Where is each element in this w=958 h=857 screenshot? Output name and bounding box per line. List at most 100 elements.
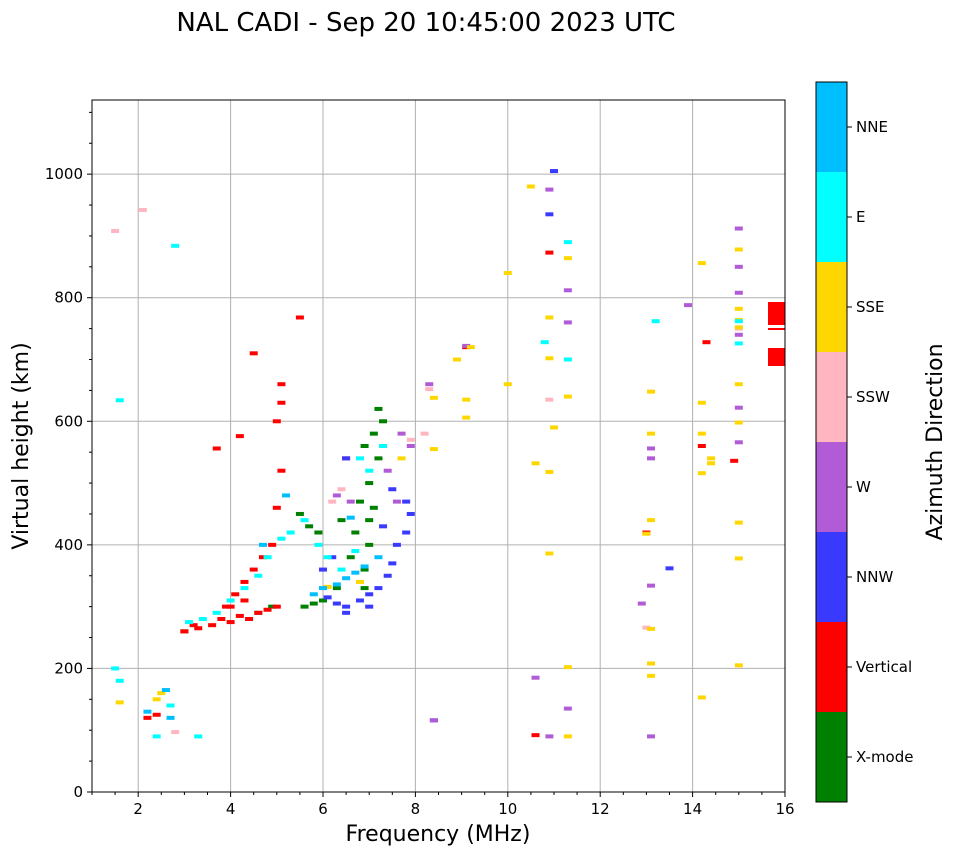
- ionogram-echo: [249, 351, 258, 356]
- ionogram-echo: [272, 419, 281, 424]
- ionogram-echo: [651, 319, 660, 324]
- ionogram-echo: [332, 586, 341, 591]
- ionogram-echo: [702, 340, 711, 345]
- red-edge-marker: [768, 348, 785, 366]
- ionogram-echo: [462, 397, 471, 402]
- ionogram-echo: [217, 617, 226, 621]
- ionogram-echo: [406, 437, 415, 442]
- ionogram-echo: [563, 665, 572, 670]
- ionogram-echo: [429, 395, 438, 400]
- ionogram-echo: [346, 515, 355, 520]
- ionogram-echo: [563, 734, 572, 739]
- ionogram-echo: [360, 564, 369, 569]
- ionogram-echo: [332, 601, 341, 606]
- x-tick-label: 14: [683, 800, 702, 818]
- ionogram-echo: [397, 431, 406, 436]
- ionogram-echo: [531, 461, 540, 466]
- ionogram-echo: [734, 325, 743, 330]
- ionogram-echo: [392, 542, 401, 547]
- ionogram-echo: [286, 530, 295, 535]
- y-axis-label: Virtual height (km): [9, 342, 34, 549]
- colorbar-category-label: SSW: [856, 388, 890, 406]
- ionogram-echo: [563, 240, 572, 245]
- colorbar-category-label: W: [856, 478, 871, 496]
- colorbar-category-label: X-mode: [856, 748, 913, 766]
- colorbar-category-label: E: [856, 208, 865, 226]
- ionogram-echo: [323, 595, 332, 600]
- ionogram-echo: [452, 357, 461, 362]
- ionogram-echo: [730, 458, 739, 463]
- ionogram-echo: [406, 444, 415, 448]
- y-tick-label: 800: [54, 289, 83, 307]
- ionogram-echo: [374, 406, 383, 411]
- ionogram-echo: [734, 663, 743, 668]
- ionogram-echo: [563, 394, 572, 399]
- ionogram-echo: [374, 586, 383, 591]
- ionogram-echo: [466, 345, 475, 350]
- colorbar-category-label: NNW: [856, 568, 893, 586]
- colorbar-category-label: NNE: [856, 118, 888, 136]
- ionogram-echo: [734, 306, 743, 311]
- ionogram-echo: [115, 398, 124, 403]
- ionogram-echo: [425, 382, 434, 387]
- ionogram-echo: [365, 604, 374, 609]
- ionogram-echo: [734, 556, 743, 561]
- ionogram-echo: [545, 734, 554, 739]
- ionogram-echo: [379, 444, 388, 448]
- ionogram-echo: [337, 487, 346, 492]
- ionogram-echo: [355, 499, 364, 504]
- ionogram-echo: [707, 461, 716, 466]
- ionogram-echo: [402, 530, 411, 535]
- ionogram-echo: [734, 264, 743, 269]
- colorbar-segment: [816, 172, 847, 262]
- ionogram-echo: [249, 567, 258, 572]
- ionogram-echo: [379, 524, 388, 529]
- ionogram-echo: [152, 734, 161, 739]
- ionogram-echo: [212, 610, 221, 615]
- ionogram-echo: [697, 400, 706, 405]
- ionogram-echo: [143, 709, 152, 714]
- ionogram-echo: [342, 610, 351, 615]
- ionogram-echo: [545, 469, 554, 474]
- x-axis-ticks: 2 4 6 8 10 12 14 16: [91, 792, 795, 818]
- ionogram-echo: [240, 586, 249, 591]
- ionogram-echo: [332, 493, 341, 498]
- colorbar-segment: [816, 82, 847, 172]
- ionogram-echo: [545, 356, 554, 361]
- colorbar-segment: [816, 352, 847, 442]
- ionogram-echo: [531, 733, 540, 738]
- ionogram-echo: [328, 555, 337, 560]
- ionogram-echo: [526, 184, 535, 189]
- ionogram-echo: [295, 315, 304, 320]
- ionogram-echo: [647, 583, 656, 588]
- ionogram-echo: [231, 592, 240, 597]
- ionogram-echo: [277, 400, 286, 405]
- ionogram-echo: [550, 425, 558, 430]
- colorbar-label: Azimuth Direction: [923, 343, 948, 540]
- ionogram-echo: [337, 567, 346, 572]
- ionogram-echo: [365, 481, 374, 486]
- ionogram-echo: [346, 555, 355, 560]
- ionogram-echo: [697, 444, 706, 448]
- ionogram-echo: [734, 341, 743, 346]
- data-points: [111, 169, 743, 739]
- ionogram-echo: [305, 524, 314, 529]
- ionogram-echo: [734, 405, 743, 410]
- ionogram-echo: [734, 247, 743, 252]
- ionogram-echo: [531, 675, 540, 680]
- colorbar-category-label: Vertical: [856, 658, 912, 676]
- ionogram-echo: [647, 626, 656, 631]
- ionogram-echo: [545, 397, 554, 402]
- ionogram-echo: [365, 468, 374, 473]
- ionogram-echo: [194, 734, 203, 739]
- ionogram-echo: [342, 604, 351, 609]
- ionogram-echo: [374, 555, 383, 560]
- colorbar-segment: [816, 262, 847, 352]
- ionogram-echo: [314, 530, 323, 535]
- ionogram-echo: [563, 320, 572, 325]
- ionogram-echo: [272, 604, 281, 609]
- ionogram-echo: [462, 415, 471, 420]
- ionogram-echo: [277, 468, 286, 473]
- ionogram-echo: [734, 420, 743, 425]
